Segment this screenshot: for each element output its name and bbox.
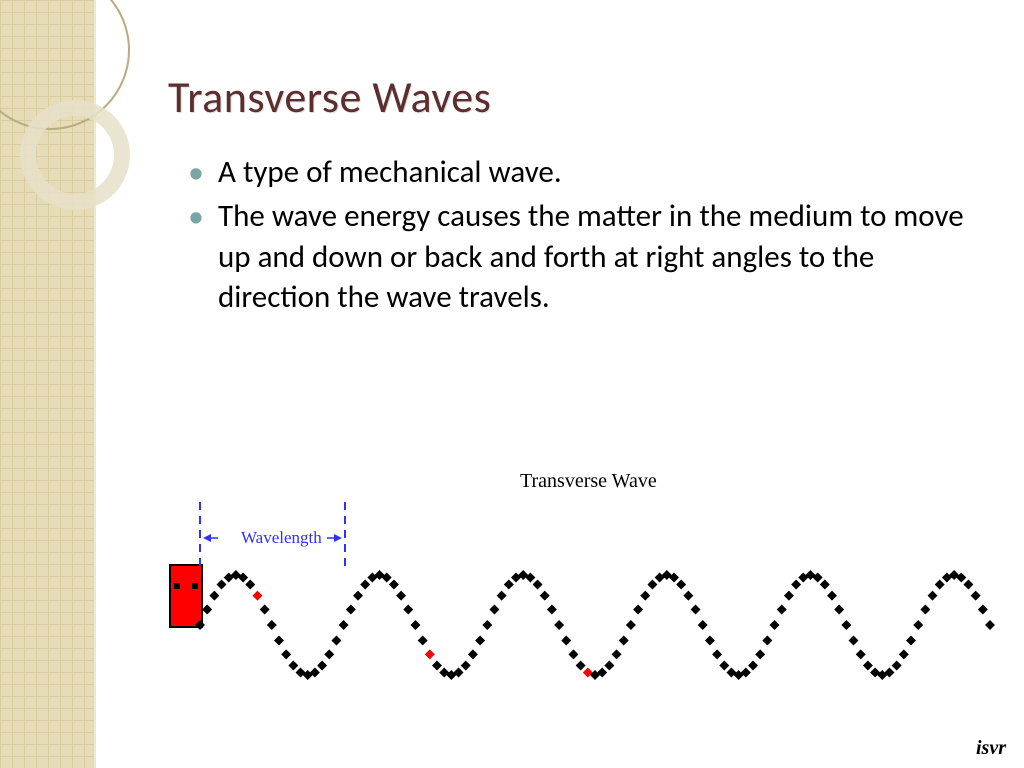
slide-title: Transverse Waves [168, 70, 1000, 124]
watermark-text: isvr [976, 737, 1006, 760]
decorative-sidebar [0, 0, 96, 768]
bullet-item: The wave energy causes the matter in the… [188, 196, 978, 317]
bullet-item: A type of mechanical wave. [188, 152, 978, 192]
wave-diagram: Transverse Wave Wavelength [120, 470, 1000, 740]
slide-content: Transverse Waves A type of mechanical wa… [130, 0, 1000, 321]
svg-text:Wavelength: Wavelength [241, 528, 322, 547]
wave-svg: Wavelength [120, 470, 1000, 740]
diagram-title: Transverse Wave [520, 470, 657, 493]
bullet-list: A type of mechanical wave. The wave ener… [188, 152, 978, 317]
decorative-circle-small [20, 100, 130, 210]
